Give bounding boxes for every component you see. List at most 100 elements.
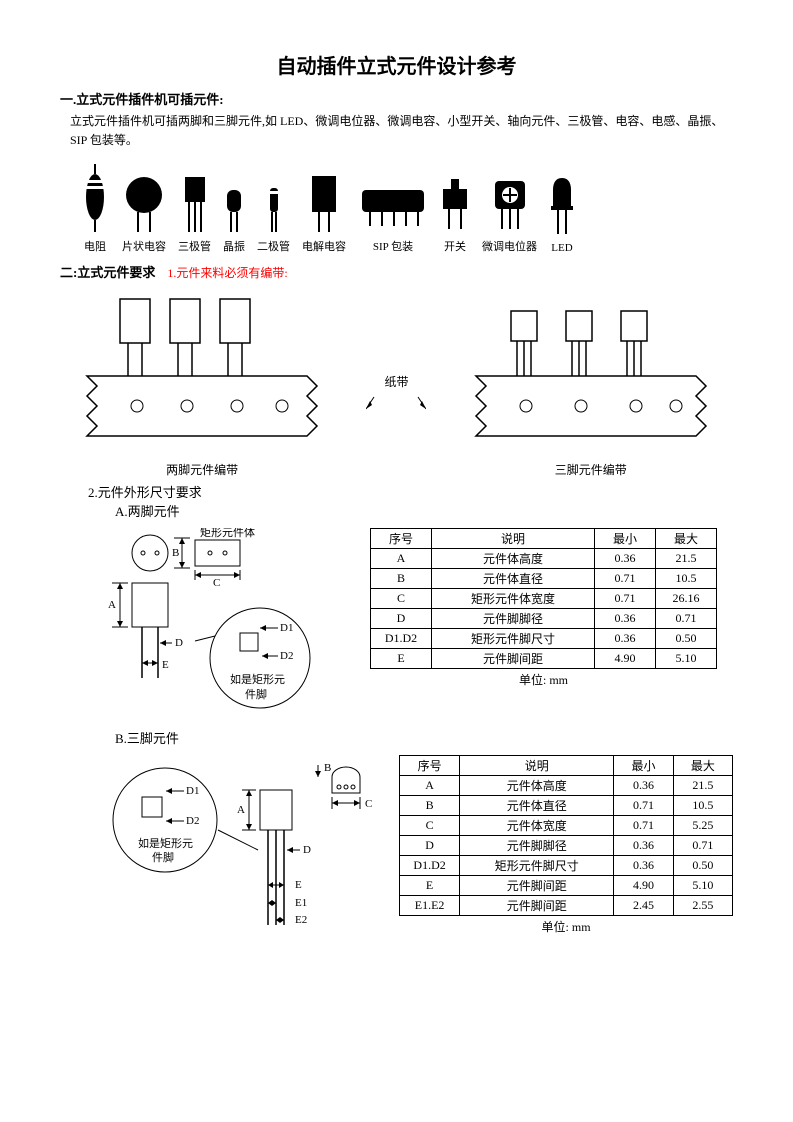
req2: 2.元件外形尺寸要求 [88,482,733,501]
rect-body-label: 矩形元件体 [200,528,255,539]
dim-D1b: D1 [186,785,199,797]
cA: 元件脚脚径 [432,609,595,629]
comp-label: 二极管 [257,238,290,254]
transistor-icon [182,172,208,232]
cB: 4.90 [614,876,673,896]
dim-E: E [162,659,169,671]
three-pin-block: D1 D2 如是矩形元 件脚 A D E E1 E2 B C 序号 说 [100,755,733,945]
tape-label-wrap: 纸带 [366,353,426,417]
dim-B: B [172,547,179,559]
thB1: 说明 [460,756,614,776]
dim-D1: D1 [280,622,293,634]
dim-D2: D2 [280,650,293,662]
tape-left-caption: 两脚元件编带 [82,461,322,478]
section2-heading: 二:立式元件要求 [60,265,155,280]
section2-req1: 1.元件来料必须有编带: [167,266,287,280]
comp-label: LED [551,242,572,254]
comp-label: 开关 [444,238,466,254]
rect-foot-labelB: 如是矩形元 [138,836,193,850]
cA: 4.90 [595,649,656,669]
cB: 2.55 [673,896,732,916]
comp-label: 三极管 [178,238,211,254]
cB: 0.50 [673,856,732,876]
cB: 元件脚间距 [460,896,614,916]
diode-icon [264,182,284,232]
intro-text: 立式元件插件机可插两脚和三脚元件,如 LED、微调电位器、微调电容、小型开关、轴… [70,112,733,150]
dim-Ab: A [237,804,245,816]
cA: 0.71 [595,569,656,589]
cA: 21.5 [656,549,717,569]
cB: 5.10 [673,876,732,896]
cB: 0.71 [614,796,673,816]
comp-switch: 开关 [440,177,470,254]
two-pin-block: 矩形元件体 B C A D E D1 D2 如是矩形元 件脚 序 [100,528,733,718]
cA: 0.50 [656,629,717,649]
cA: 0.36 [595,629,656,649]
ecap-icon [307,172,341,232]
cA: 矩形元件体宽度 [432,589,595,609]
tape-2pin-icon [82,291,322,451]
cB: 0.36 [614,856,673,876]
cB: 5.25 [673,816,732,836]
comp-label: 电阻 [84,238,106,254]
thA2: 最小 [595,529,656,549]
cB: C [400,816,460,836]
cA: 元件体直径 [432,569,595,589]
cB: D [400,836,460,856]
cA: 0.36 [595,549,656,569]
cB: E1.E2 [400,896,460,916]
chipcap-icon [124,172,164,232]
resistor-icon [80,162,110,232]
page-title: 自动插件立式元件设计参考 [60,50,733,79]
tape-right-caption: 三脚元件编带 [471,461,711,478]
cA: A [371,549,432,569]
tableB: 序号 说明 最小 最大 A元件体高度0.3621.5 B元件体直径0.7110.… [399,755,733,916]
thB2: 最小 [614,756,673,776]
comp-label: SIP 包装 [373,238,413,254]
comp-led: LED [549,176,575,254]
dim-D: D [175,637,183,649]
cA: D1.D2 [371,629,432,649]
led-icon [549,176,575,236]
comp-crystal: 晶振 [223,182,245,254]
cB: 元件体直径 [460,796,614,816]
thA1: 说明 [432,529,595,549]
cA: 矩形元件脚尺寸 [432,629,595,649]
cA: 26.16 [656,589,717,609]
rect-foot-label2: 件脚 [245,687,267,701]
cB: A [400,776,460,796]
tableB-wrap: 序号 说明 最小 最大 A元件体高度0.3621.5 B元件体直径0.7110.… [399,755,733,935]
comp-sip: SIP 包装 [358,182,428,254]
component-row: 电阻 片状电容 三极管 晶振 二极管 [80,162,733,254]
cB: 元件体宽度 [460,816,614,836]
dim-E1: E1 [295,897,307,909]
cA: 10.5 [656,569,717,589]
comp-ecap: 电解电容 [302,172,346,254]
comp-transistor: 三极管 [178,172,211,254]
section1-heading: 一.立式元件插件机可插元件: [60,89,733,108]
tableA-wrap: 序号 说明 最小 最大 A元件体高度0.3621.5 B元件体直径0.7110.… [370,528,717,688]
tape-label: 纸带 [384,373,408,390]
two-pin-diagram: 矩形元件体 B C A D E D1 D2 如是矩形元 件脚 [100,528,350,718]
tableA-unit: 单位: mm [370,671,717,688]
cA: E [371,649,432,669]
dim-D2b: D2 [186,815,199,827]
cB: B [400,796,460,816]
tape-3pin-icon [471,291,711,451]
rect-foot-labelB2: 件脚 [152,850,174,864]
comp-resistor: 电阻 [80,162,110,254]
cB: 元件脚间距 [460,876,614,896]
dim-Db: D [303,844,311,856]
cB: D1.D2 [400,856,460,876]
tableB-unit: 单位: mm [399,918,733,935]
dim-E2: E2 [295,914,307,926]
cA: 0.71 [595,589,656,609]
cB: 0.36 [614,836,673,856]
rect-foot-label: 如是矩形元 [230,672,285,686]
thA3: 最大 [656,529,717,549]
cB: 10.5 [673,796,732,816]
cB: E [400,876,460,896]
tape-right: 三脚元件编带 [471,291,711,478]
req2A: A.两脚元件 [115,501,733,520]
cB: 0.71 [614,816,673,836]
